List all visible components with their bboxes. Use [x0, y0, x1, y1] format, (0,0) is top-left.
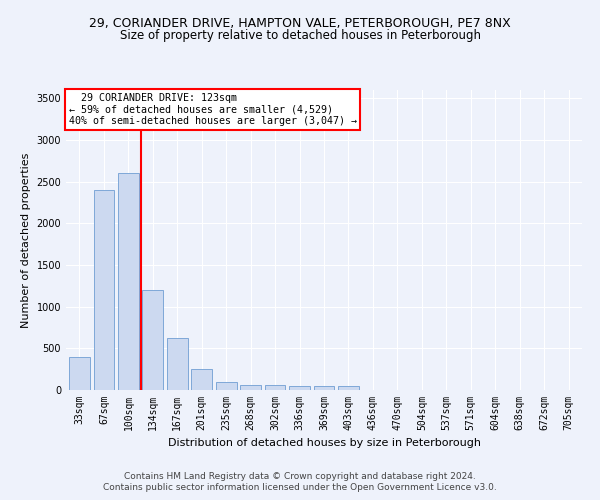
- Bar: [69, 356, 90, 390]
- Bar: [289, 386, 310, 390]
- Bar: [167, 338, 188, 390]
- Bar: [191, 369, 212, 390]
- Text: Size of property relative to detached houses in Peterborough: Size of property relative to detached ho…: [119, 28, 481, 42]
- Bar: [240, 385, 261, 390]
- Bar: [216, 382, 236, 390]
- X-axis label: Distribution of detached houses by size in Peterborough: Distribution of detached houses by size …: [167, 438, 481, 448]
- Bar: [265, 386, 286, 390]
- Text: Contains HM Land Registry data © Crown copyright and database right 2024.: Contains HM Land Registry data © Crown c…: [124, 472, 476, 481]
- Bar: [94, 190, 114, 390]
- Y-axis label: Number of detached properties: Number of detached properties: [21, 152, 31, 328]
- Bar: [118, 174, 139, 390]
- Text: 29, CORIANDER DRIVE, HAMPTON VALE, PETERBOROUGH, PE7 8NX: 29, CORIANDER DRIVE, HAMPTON VALE, PETER…: [89, 18, 511, 30]
- Text: Contains public sector information licensed under the Open Government Licence v3: Contains public sector information licen…: [103, 484, 497, 492]
- Bar: [314, 386, 334, 390]
- Text: 29 CORIANDER DRIVE: 123sqm
← 59% of detached houses are smaller (4,529)
40% of s: 29 CORIANDER DRIVE: 123sqm ← 59% of deta…: [68, 93, 356, 126]
- Bar: [338, 386, 359, 390]
- Bar: [142, 290, 163, 390]
